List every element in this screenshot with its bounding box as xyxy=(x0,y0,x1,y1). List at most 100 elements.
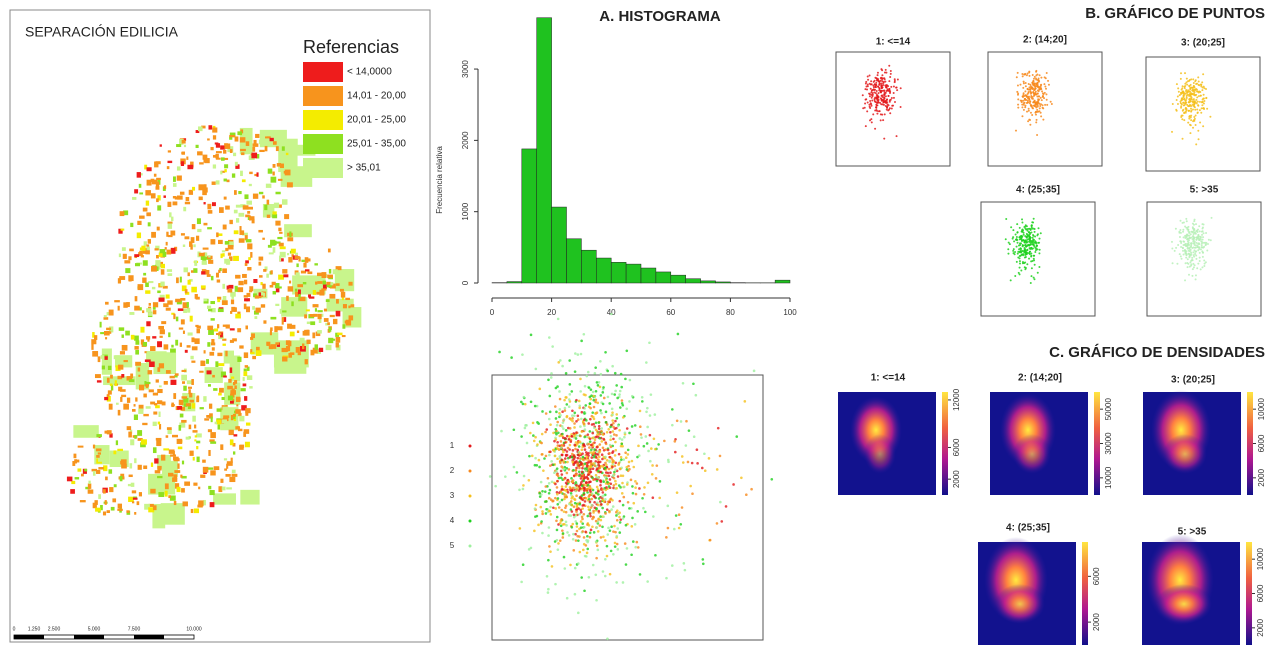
point xyxy=(875,101,877,103)
map-parcel xyxy=(95,508,101,512)
map-parcel xyxy=(149,303,151,306)
map-parcel xyxy=(148,281,153,283)
point xyxy=(888,109,890,111)
point xyxy=(619,521,622,524)
map-parcel xyxy=(107,378,110,383)
map-parcel xyxy=(118,365,123,370)
point xyxy=(588,494,591,497)
point xyxy=(550,513,553,516)
map-parcel xyxy=(235,409,241,414)
map-parcel xyxy=(327,285,332,287)
map-parcel xyxy=(182,152,185,155)
point xyxy=(597,530,600,533)
point xyxy=(583,436,586,439)
map-parcel xyxy=(75,477,80,479)
point xyxy=(1188,274,1190,276)
point xyxy=(1186,227,1188,229)
bar xyxy=(552,207,567,283)
point xyxy=(584,500,587,503)
map-parcel xyxy=(298,294,300,298)
map-parcel xyxy=(195,435,197,437)
point xyxy=(1177,87,1179,89)
map-parcel xyxy=(172,435,178,438)
point xyxy=(1005,238,1007,240)
point xyxy=(616,519,619,522)
map-parcel xyxy=(181,161,184,166)
map-parcel xyxy=(201,271,205,274)
point xyxy=(646,442,649,445)
x-tick-label: 80 xyxy=(726,308,735,317)
y-tick-label: 2000 xyxy=(461,131,470,149)
map-parcel xyxy=(155,260,160,265)
map-parcel xyxy=(171,380,177,385)
map-parcel xyxy=(188,387,192,389)
point xyxy=(1197,263,1199,265)
point xyxy=(1010,226,1012,228)
point xyxy=(563,498,566,501)
point xyxy=(881,87,883,89)
point xyxy=(579,503,582,506)
point xyxy=(1029,100,1031,102)
map-parcel xyxy=(244,429,250,434)
y-tick-label: 0 xyxy=(461,280,470,285)
point xyxy=(631,395,634,398)
point xyxy=(599,450,602,453)
map-parcel xyxy=(250,252,252,258)
panel-frame xyxy=(981,202,1095,316)
point xyxy=(623,458,626,461)
point xyxy=(596,480,599,483)
map-parcel xyxy=(174,470,180,473)
point xyxy=(561,529,564,532)
point xyxy=(607,396,610,399)
map-parcel xyxy=(282,146,285,150)
point xyxy=(602,465,605,468)
point xyxy=(580,430,583,433)
point xyxy=(625,407,628,410)
point xyxy=(652,496,655,499)
point xyxy=(582,497,585,500)
point xyxy=(608,452,611,455)
point xyxy=(572,487,575,490)
point xyxy=(1183,86,1185,88)
point xyxy=(870,80,872,82)
point xyxy=(685,444,688,447)
map-parcel xyxy=(115,380,117,386)
point xyxy=(575,484,578,487)
point xyxy=(566,472,569,475)
point xyxy=(539,506,542,509)
scale-bar-segment xyxy=(134,635,164,639)
point xyxy=(563,556,566,559)
point xyxy=(1046,104,1048,106)
point xyxy=(1028,234,1030,236)
point xyxy=(1026,74,1028,76)
map-parcel xyxy=(159,363,164,368)
map-parcel xyxy=(173,201,178,205)
map-parcel xyxy=(146,336,150,339)
point xyxy=(1034,231,1036,233)
point xyxy=(1023,109,1025,111)
map-parcel xyxy=(290,325,295,329)
point xyxy=(621,492,624,495)
map-parcel xyxy=(208,260,213,264)
point xyxy=(884,93,886,95)
map-parcel xyxy=(173,457,179,461)
point xyxy=(590,451,593,454)
point xyxy=(671,564,674,567)
point xyxy=(1026,242,1028,244)
map-parcel xyxy=(100,332,104,334)
map-parcel xyxy=(227,180,230,183)
point xyxy=(1034,264,1036,266)
map-parcel xyxy=(216,180,220,184)
point xyxy=(557,497,560,500)
point xyxy=(573,426,576,429)
point xyxy=(1201,234,1203,236)
point xyxy=(558,435,561,438)
map-parcel xyxy=(173,314,175,319)
map-parcel xyxy=(328,249,331,253)
point xyxy=(1202,73,1204,75)
map-parcel xyxy=(270,270,272,274)
point xyxy=(613,471,616,474)
map-parcel xyxy=(231,458,233,463)
point xyxy=(1209,116,1211,118)
point xyxy=(601,453,604,456)
